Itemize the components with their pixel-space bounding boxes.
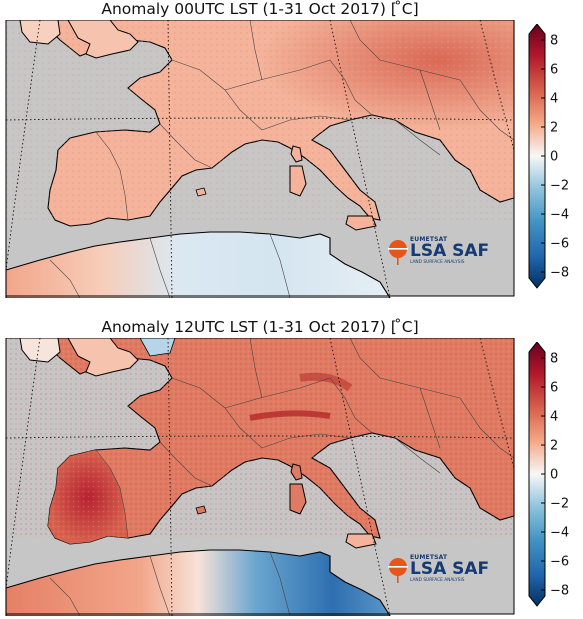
colorbar-tick-label: 6 — [550, 63, 558, 78]
colorbar-tick-label: −6 — [550, 237, 569, 252]
colorbar-ticks: 8 6 4 2 0 −2 −4 −6 −8 — [541, 34, 569, 281]
logo-top-text: EUMETSAT — [410, 554, 448, 561]
logo-sub-text: LAND SURFACE ANALYSIS — [410, 260, 465, 265]
logo-sub-text: LAND SURFACE ANALYSIS — [410, 578, 465, 583]
ireland — [19, 20, 61, 45]
sicily — [345, 215, 377, 231]
lsa-saf-logo-icon — [388, 240, 408, 265]
colorbar-tick-label: 2 — [550, 439, 558, 454]
colorbar-tick-label: −2 — [550, 497, 569, 512]
colorbar-tick-label: 8 — [550, 352, 558, 367]
sicily — [345, 533, 377, 549]
panel-1-map — [5, 20, 515, 298]
corsica — [290, 463, 303, 481]
colorbar-tick-label: −6 — [550, 555, 569, 570]
colorbar-tick-label: 0 — [550, 150, 558, 165]
sardinia — [289, 483, 307, 515]
sardinia — [289, 165, 307, 197]
colorbar-tick-label: −8 — [550, 584, 569, 599]
country-borders — [49, 338, 515, 616]
colorbar-gradient — [528, 342, 546, 607]
colorbar-tick-label: 0 — [550, 468, 558, 483]
colorbar-tick-label: −4 — [550, 208, 569, 223]
graticule — [5, 338, 515, 616]
north-africa-land — [5, 231, 391, 298]
north-africa-land — [5, 549, 391, 616]
balearics — [195, 505, 207, 515]
balearics — [195, 187, 207, 197]
colorbar-ticks: 8 6 4 2 0 −2 −4 −6 −8 — [541, 352, 569, 599]
colorbar-tick-label: 4 — [550, 410, 558, 425]
panel-2-title: Anomaly 12UTC LST (1-31 Oct 2017) [ ̊C] — [101, 318, 419, 336]
logo-main-text: LSA SAF — [410, 559, 490, 579]
colorbar-tick-label: 4 — [550, 92, 558, 107]
ireland — [19, 338, 61, 363]
panel-2-colorbar: 8 6 4 2 0 −2 −4 −6 −8 — [528, 342, 569, 607]
colorbar-tick-label: −2 — [550, 179, 569, 194]
country-borders — [49, 20, 515, 298]
panel-1-colorbar: 8 6 4 2 0 −2 −4 −6 −8 — [528, 24, 569, 289]
logo-main-text: LSA SAF — [410, 241, 490, 261]
colorbar-gradient — [528, 24, 546, 289]
logo-top-text: EUMETSAT — [410, 236, 448, 243]
colorbar-tick-label: 6 — [550, 381, 558, 396]
corsica — [290, 145, 303, 163]
panel-1-title: Anomaly 00UTC LST (1-31 Oct 2017) [ ̊C] — [101, 0, 419, 18]
colorbar-tick-label: 2 — [550, 121, 558, 136]
british-isles — [67, 20, 139, 59]
graticule — [5, 20, 515, 298]
lsa-saf-logo-icon — [388, 558, 408, 583]
colorbar-tick-label: 8 — [550, 34, 558, 49]
british-isles — [67, 338, 139, 377]
colorbar-tick-label: −8 — [550, 266, 569, 281]
colorbar-tick-label: −4 — [550, 526, 569, 541]
panel-2-map — [5, 338, 515, 616]
